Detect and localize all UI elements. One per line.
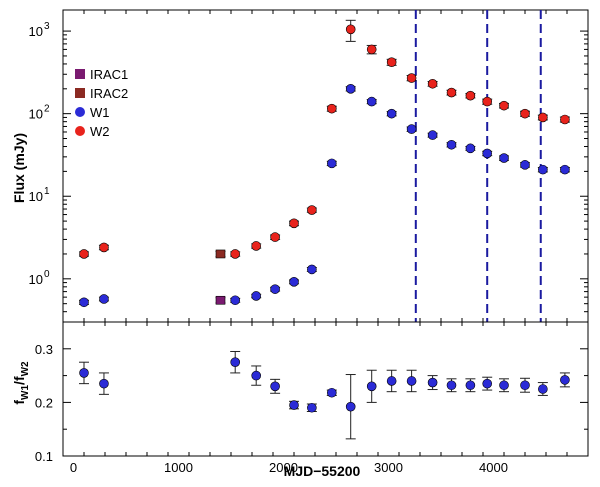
legend-marker [75,107,85,117]
ratio-label-sub1: W1 [20,385,31,400]
data-point-w1 [499,153,509,163]
data-point-w1 [289,277,299,287]
data-point-w2 [366,44,377,55]
x-tick-label: 3000 [374,460,403,475]
ratio-data-point [79,368,89,378]
legend-marker [75,126,85,136]
y-tick-exponent: 1 [44,186,50,197]
ratio-data-point [270,381,280,392]
ratio-data-point [307,402,317,413]
ratio-label-sub2: W2 [20,361,31,376]
data-point-w2 [307,205,317,215]
data-point-w1 [307,264,317,275]
data-point-w2 [270,232,280,242]
data-point-w1 [230,295,240,306]
top-plot-frame [62,9,589,323]
ratio-data-point [99,378,109,389]
y-tick-exponent: 3 [44,21,50,32]
y-tick-exponent: 2 [44,104,50,115]
data-point-w2 [465,90,476,101]
y-tick-label: 0.2 [35,395,53,410]
x-tick-label: 1000 [164,460,193,475]
data-point-w1 [251,291,262,301]
data-point-w1 [482,148,493,159]
data-point-w1 [326,158,337,169]
data-point-w2 [230,249,240,259]
ratio-data-point [230,357,240,368]
ratio-data-point [465,380,476,391]
y-tick-label: 10 [29,189,43,204]
ratio-label-sep: /f [11,376,27,385]
ratio-data-point [366,381,377,392]
ratio-data-point [446,380,457,391]
legend-label: W2 [90,124,110,139]
data-point-w2 [560,114,570,125]
legend-marker [75,69,85,79]
y-tick-exponent: 0 [44,269,50,280]
ratio-data-point [406,376,417,386]
legend-label: IRAC2 [90,86,128,101]
legend: IRAC1 IRAC2 W1 W2 [75,67,128,139]
data-point-w2 [99,242,109,253]
y-tick-label: 10 [29,24,43,39]
data-point-w1 [345,84,356,94]
y-tick-label: 10 [29,272,43,287]
ratio-data-point [386,376,397,386]
ratio-data-point [520,380,530,391]
data-point-w1 [560,164,570,175]
data-point-w1 [520,160,530,170]
data-point-w1 [446,139,457,150]
ratio-panel: 0 1000 2000 3000 4000 0.1 0.2 0.3 [35,321,589,475]
data-point-w2 [386,57,397,67]
data-point-w1 [386,108,397,119]
ratio-data-point [482,378,493,389]
ratio-data-point [345,401,356,412]
ratio-data-point [538,384,548,394]
data-point-w1 [79,297,89,308]
y-tick-label: 0.1 [35,449,53,464]
ratio-data-point [251,370,262,381]
data-point-w2 [446,87,457,98]
ratio-data-point [499,380,509,391]
data-point-w2 [427,78,438,89]
data-point-w1 [99,294,109,304]
data-point-w2 [79,249,89,259]
legend-label: IRAC1 [90,67,128,82]
ratio-data-point [289,400,299,410]
x-tick-label: 4000 [479,460,508,475]
data-point-w2 [289,218,299,229]
bottom-plot-frame [62,321,589,457]
y-tick-label: 0.3 [35,342,53,357]
legend-marker [75,88,85,98]
data-point-w2 [499,100,509,111]
data-point-w1 [406,124,417,134]
data-point-w1 [366,96,377,107]
data-point-w2 [482,96,493,107]
y-tick-label: 10 [29,107,43,122]
bottom-y-axis-label: fW1/fW2 [11,361,31,405]
data-point-w2 [406,73,417,83]
data-point-w2 [520,108,530,119]
data-point-w1 [465,143,476,154]
x-tick-label: 0 [70,460,77,475]
data-point-w2 [345,24,356,35]
x-axis-label: MJD−55200 [284,463,361,479]
data-point-irac2 [215,249,226,259]
x-tick-label: 2000 [269,460,298,475]
legend-label: W1 [90,105,110,120]
top-y-axis-label: Flux (mJy) [11,133,27,203]
data-point-w2 [538,112,548,123]
ratio-data-point [326,387,337,398]
ratio-data-point [560,375,570,385]
ratio-data-point [427,377,438,388]
data-point-w1 [538,164,548,175]
data-point-w2 [251,241,262,251]
data-point-w2 [326,103,337,114]
data-point-irac1 [215,295,226,305]
data-point-w1 [427,130,438,140]
data-point-w1 [270,284,280,294]
ratio-label-f: f [11,400,27,405]
